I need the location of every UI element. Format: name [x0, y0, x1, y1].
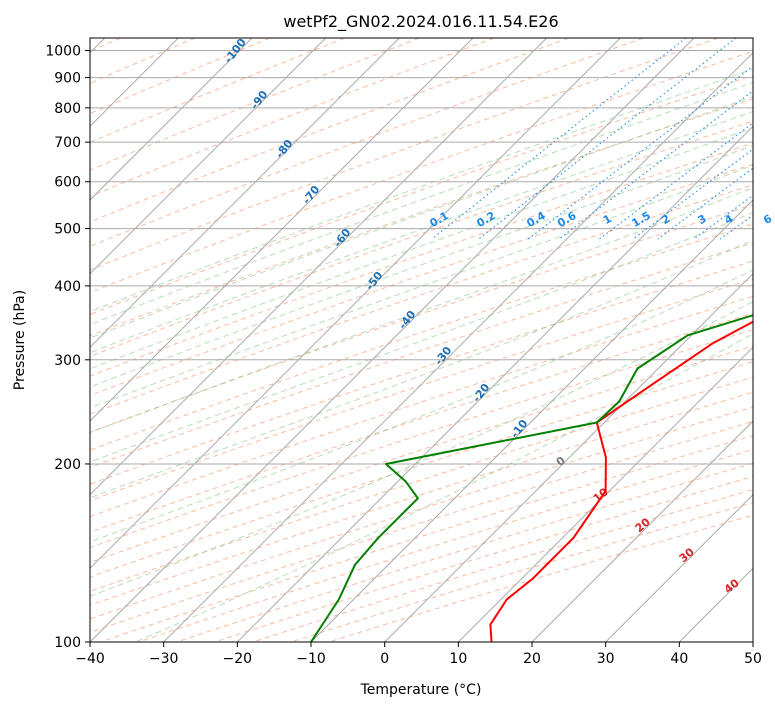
- moist-adiabat-line: [90, 144, 753, 388]
- moist-adiabat-line: [135, 333, 753, 642]
- dry-adiabat-line: [90, 50, 753, 294]
- y-axis-label: Pressure (hPa): [12, 290, 28, 390]
- dry-adiabat-line: [328, 514, 753, 642]
- mixing-ratio-line: [693, 194, 753, 240]
- x-tick-label: 10: [449, 651, 467, 667]
- background-lines: [90, 38, 753, 642]
- dry-adiabat-line: [90, 38, 495, 198]
- y-tick-label: 100: [54, 635, 81, 651]
- series-line-0: [489, 320, 753, 642]
- mixing-ratio-line: [599, 122, 753, 240]
- dry-adiabat-line: [90, 38, 345, 143]
- moist-adiabat-line: [90, 110, 753, 354]
- y-tick-label: 800: [54, 101, 81, 117]
- y-tick-label: 400: [54, 279, 81, 295]
- x-tick-label: −20: [223, 651, 253, 667]
- isotherm-line: [163, 51, 753, 642]
- series-line-1: [310, 314, 753, 642]
- y-tick-label: 600: [54, 175, 81, 191]
- y-tick-label: 300: [54, 353, 81, 369]
- plot-frame: [89, 37, 754, 643]
- dry-adiabat-line: [90, 329, 753, 549]
- x-tick-label: 40: [670, 651, 688, 667]
- isotherm-line: [384, 272, 753, 642]
- x-tick-label: 0: [380, 651, 389, 667]
- isotherm-line: [90, 38, 253, 201]
- mixing-ratio-line: [478, 38, 737, 240]
- dry-adiabat-line: [90, 98, 753, 337]
- x-tick-label: −30: [149, 651, 179, 667]
- dry-adiabat-line: [90, 312, 753, 533]
- mixing-ratio-line: [527, 65, 753, 240]
- isotherm-line: [90, 38, 548, 496]
- dry-adiabat-line: [90, 242, 753, 468]
- x-tick-label: −10: [296, 651, 326, 667]
- isotherm-line: [90, 38, 474, 422]
- isotherm-line: [90, 38, 695, 642]
- isotherm-line: [90, 38, 327, 275]
- x-tick-label: 30: [597, 651, 615, 667]
- isotherm-line: [605, 493, 753, 642]
- isotherm-line: [531, 420, 753, 642]
- isotherm-line: [90, 38, 400, 349]
- isotherm-line: [90, 38, 621, 570]
- moist-adiabat-line: [90, 211, 753, 463]
- isotherm-line: [236, 125, 753, 642]
- dry-adiabat-line: [100, 435, 753, 642]
- axes: −40 −30 −20 −10 0 10 20 30 40 50 100 200 300 400 500 60…: [45, 44, 762, 667]
- y-tick-label: 200: [54, 457, 81, 473]
- y-tick-label: 1000: [45, 44, 81, 60]
- moist-adiabat-line: [90, 127, 753, 370]
- isotherm-line: [310, 199, 753, 642]
- x-tick-label: −40: [75, 651, 105, 667]
- profile-lines: [310, 314, 753, 642]
- y-tick-label: 500: [54, 222, 81, 238]
- moist-adiabat-line: [90, 68, 753, 313]
- chart-title: wetPf2_GN02.2024.016.11.54.E26: [283, 12, 558, 32]
- dry-adiabat-line: [176, 462, 753, 642]
- dry-adiabat-line: [90, 74, 753, 316]
- moist-adiabat-line: [90, 95, 753, 339]
- dry-adiabat-line: [90, 223, 753, 451]
- x-tick-label: 20: [523, 651, 541, 667]
- dry-adiabat-line: [90, 420, 753, 633]
- moist-adiabat-line: [90, 164, 753, 409]
- dry-adiabat-line: [90, 391, 753, 606]
- moist-adiabat-line: [90, 81, 753, 326]
- x-axis-label: Temperature (°C): [360, 682, 482, 698]
- y-tick-label: 900: [54, 71, 81, 87]
- dry-adiabat-line: [90, 142, 753, 377]
- moist-adiabat-line: [90, 186, 753, 434]
- dry-adiabat-line: [90, 361, 753, 578]
- dry-adiabat-line: [90, 163, 753, 396]
- y-tick-label: 700: [54, 135, 81, 151]
- x-tick-label: 50: [744, 651, 762, 667]
- isotherm-line: [457, 346, 753, 642]
- dry-adiabat-line: [252, 489, 753, 642]
- dry-adiabat-line: [90, 38, 420, 171]
- mixing-ratio-line: [431, 38, 687, 240]
